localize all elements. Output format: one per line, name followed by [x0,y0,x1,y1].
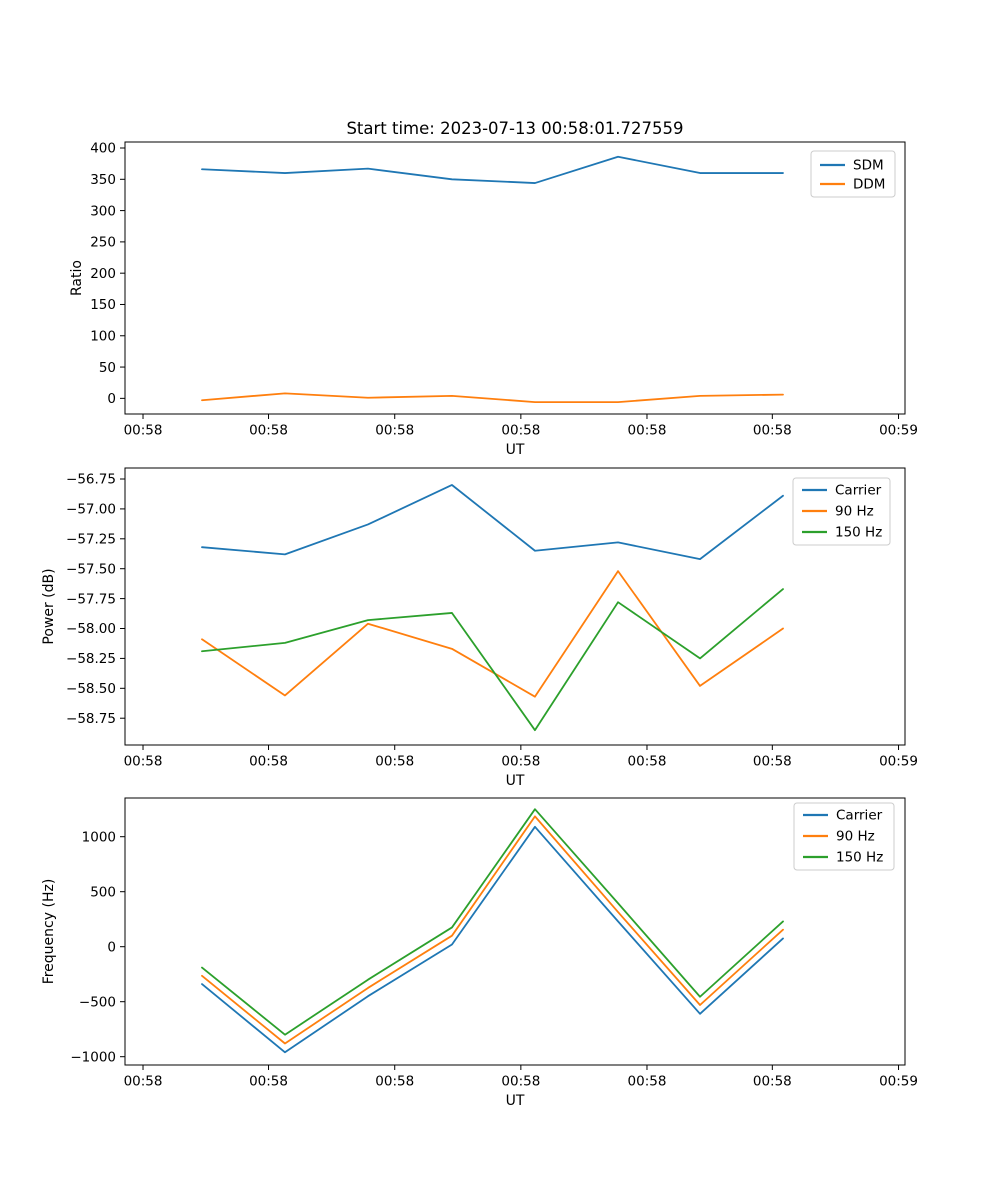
x-tick-label: 00:59 [879,1074,918,1090]
x-tick-label: 00:59 [879,423,918,439]
y-tick-label: 0 [107,391,116,407]
x-tick-label: 00:58 [375,754,414,770]
y-tick-label: 300 [90,203,116,219]
y-tick-label: 400 [90,141,116,157]
y-axis: 1000 500 0 −500 −1000 [70,829,125,1065]
legend-label: 90 Hz [836,829,875,845]
y-axis-title: Power (dB) [41,568,57,644]
y-tick-label: 0 [107,939,116,955]
series-line-150-hz [201,588,784,732]
legend: Carrier 90 Hz 150 Hz [793,802,895,871]
y-tick-label: 350 [90,172,116,188]
y-tick-label: −500 [79,994,116,1010]
legend-label: Carrier [836,808,883,824]
x-tick-label: 00:58 [628,1074,667,1090]
series-line-90-hz [201,570,784,698]
series-line-carrier [201,484,784,561]
x-tick-label: 00:58 [753,754,792,770]
x-axis: 00:58 00:58 00:58 00:58 00:58 00:58 00:59 UT [124,1065,918,1109]
y-tick-label: −58.50 [66,681,116,697]
y-axis: −56.75 −57.00 −57.25 −57.50 −57.75 −58.00 −58.… [66,472,125,727]
legend-box [792,477,891,546]
plot-frame [124,467,906,746]
x-tick-label: 00:58 [753,1074,792,1090]
legend-label: SDM [853,158,884,174]
y-axis-title: Ratio [69,260,85,296]
y-tick-label: 50 [99,360,116,376]
y-tick-label: −57.00 [66,502,116,518]
series-line-90-hz [201,815,784,1045]
series-line-150-hz [201,808,784,1036]
legend-box [810,150,896,198]
y-axis: 400 350 300 250 200 150 100 50 0 [90,141,125,407]
x-tick-label: 00:58 [501,1074,540,1090]
x-tick-label: 00:58 [249,1074,288,1090]
y-tick-label: 1000 [82,829,116,845]
y-tick-label: −58.25 [66,651,116,667]
legend-box [793,802,895,871]
x-tick-label: 00:58 [501,423,540,439]
legend: Carrier 90 Hz 150 Hz [792,477,891,546]
legend: SDM DDM [810,150,896,198]
y-tick-label: −1000 [70,1049,116,1065]
plot-frame [124,797,906,1066]
legend-label: 150 Hz [836,850,883,866]
figure-title: Start time: 2023-07-13 00:58:01.727559 [346,119,684,138]
x-tick-label: 00:58 [501,754,540,770]
y-tick-label: −57.50 [66,561,116,577]
y-tick-label: −57.75 [66,591,116,607]
y-tick-label: 150 [90,297,116,313]
x-tick-label: 00:59 [879,754,918,770]
legend-label: DDM [853,177,885,193]
series-line-sdm [201,155,784,184]
plot-frame [124,141,906,415]
x-tick-label: 00:58 [124,423,163,439]
y-tick-label: −57.25 [66,532,116,548]
y-tick-label: 250 [90,235,116,251]
x-axis: 00:58 00:58 00:58 00:58 00:58 00:58 00:59 UT [124,414,918,458]
x-tick-label: 00:58 [375,423,414,439]
x-tick-label: 00:58 [628,754,667,770]
x-axis-title: UT [506,773,525,789]
x-tick-label: 00:58 [628,423,667,439]
subplot-power: −56.75 −57.00 −57.25 −57.50 −57.75 −58.00 −58.… [41,467,918,789]
x-axis-title: UT [506,1093,525,1109]
y-tick-label: −58.75 [66,711,116,727]
y-tick-label: 100 [90,328,116,344]
x-axis: 00:58 00:58 00:58 00:58 00:58 00:58 00:59 UT [124,745,918,789]
x-tick-label: 00:58 [249,754,288,770]
x-axis-title: UT [506,442,525,458]
y-tick-label: 200 [90,266,116,282]
y-tick-label: 500 [90,884,116,900]
series-line-carrier [201,825,784,1054]
x-tick-label: 00:58 [249,423,288,439]
y-tick-label: −56.75 [66,472,116,488]
x-tick-label: 00:58 [124,1074,163,1090]
series-line-ddm [201,392,784,404]
y-tick-label: −58.00 [66,621,116,637]
x-tick-label: 00:58 [375,1074,414,1090]
legend-label: Carrier [835,483,882,499]
x-tick-label: 00:58 [753,423,792,439]
legend-label: 150 Hz [835,525,882,541]
legend-label: 90 Hz [835,504,874,520]
y-axis-title: Frequency (Hz) [41,879,57,985]
x-tick-label: 00:58 [124,754,163,770]
